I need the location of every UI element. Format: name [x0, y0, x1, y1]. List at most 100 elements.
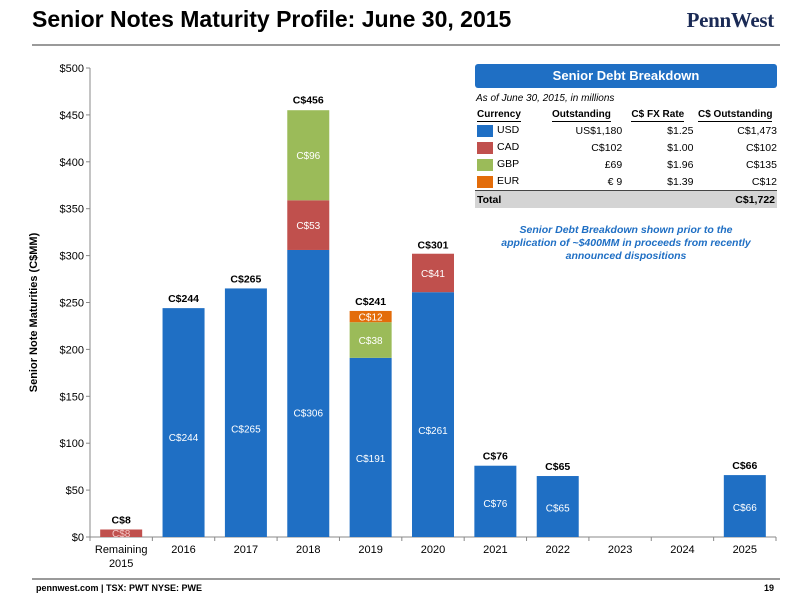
outstanding-cell: C$102 — [591, 141, 623, 154]
bar-total-label: C$66 — [732, 460, 757, 472]
bar-total-label: C$244 — [168, 293, 199, 305]
debt-breakdown-panel: Senior Debt Breakdown As of June 30, 201… — [475, 64, 777, 208]
currency-cell: CAD — [497, 141, 520, 154]
table-row-cad: CAD C$102 $1.00 C$102 — [475, 139, 777, 156]
bar-value-label: C$8 — [112, 529, 131, 540]
column-header-outstanding: Outstanding — [551, 109, 611, 122]
currency-cell: GBP — [497, 158, 520, 171]
footer-rule — [32, 578, 780, 580]
bar-value-label: C$265 — [231, 425, 261, 436]
y-tick-label: $100 — [60, 438, 84, 450]
footer-ticker: pennwest.com | TSX: PWT NYSE: PWE — [36, 583, 203, 593]
x-tick-label: 2022 — [545, 544, 569, 556]
bar-value-label: C$244 — [169, 433, 199, 444]
page-title: Senior Notes Maturity Profile: June 30, … — [32, 6, 512, 32]
x-tick-label: 2025 — [733, 544, 757, 556]
x-tick-label: 2018 — [296, 544, 320, 556]
bar-segment-usd — [287, 249, 330, 538]
y-tick-label: $0 — [72, 532, 84, 544]
cad-outstanding-cell: C$102 — [746, 141, 777, 154]
bar-segment-usd — [162, 308, 205, 537]
bar-total-label: C$76 — [483, 451, 508, 463]
bar-value-label: C$96 — [296, 151, 320, 162]
bar-total-label: C$65 — [545, 461, 570, 473]
currency-cell: EUR — [497, 175, 520, 188]
bar-total-label: C$241 — [355, 296, 386, 308]
x-tick-label: 2020 — [421, 544, 445, 556]
bar-segment-cad — [287, 200, 330, 250]
y-tick-label: $500 — [60, 63, 84, 75]
x-tick-label: 2017 — [234, 544, 258, 556]
y-axis-title: Senior Note Maturities (C$MM) — [28, 232, 40, 392]
fx-rate-cell: $1.00 — [667, 141, 694, 154]
page-number: 19 — [763, 583, 774, 593]
pennwest-logo: PennWest — [686, 8, 775, 32]
y-tick-label: $350 — [60, 204, 84, 216]
bar-segment-cad — [100, 529, 143, 537]
bar-value-label: C$261 — [418, 426, 448, 437]
bar-segment-usd — [349, 357, 392, 537]
x-tick-label: 2019 — [358, 544, 382, 556]
outstanding-cell: US$1,180 — [575, 124, 623, 137]
as-of-label: As of June 30, 2015, in millions — [476, 93, 615, 104]
bar-segment-gbp — [287, 110, 330, 201]
column-header-fx-rate: C$ FX Rate — [631, 109, 685, 122]
y-tick-label: $450 — [60, 110, 84, 122]
outstanding-cell: £69 — [604, 158, 623, 171]
usd-swatch — [477, 124, 493, 137]
bar-value-label: C$65 — [546, 503, 570, 514]
bar-value-label: C$53 — [296, 221, 320, 232]
x-tick-label: Remaining — [95, 544, 148, 556]
table-row-eur: EUR € 9 $1.39 C$12 — [475, 173, 777, 191]
fx-rate-cell: $1.39 — [667, 175, 694, 188]
bar-segment-gbp — [349, 322, 392, 358]
x-tick-label: 2024 — [670, 544, 694, 556]
y-tick-label: $400 — [60, 157, 84, 169]
debt-breakdown-header: Senior Debt Breakdown — [475, 64, 777, 88]
breakdown-note: Senior Debt Breakdown shown prior to the… — [501, 224, 751, 262]
bar-total-label: C$456 — [293, 94, 324, 106]
bar-value-label: C$306 — [294, 408, 324, 419]
bar-total-label: C$8 — [112, 514, 131, 526]
bar-value-label: C$41 — [421, 269, 445, 280]
bar-value-label: C$191 — [356, 454, 386, 465]
table-row-usd: USD US$1,180 $1.25 C$1,473 — [475, 122, 777, 139]
cad-swatch — [477, 141, 493, 154]
fx-rate-cell: $1.96 — [667, 158, 694, 171]
y-tick-label: $150 — [60, 391, 84, 403]
bar-value-label: C$38 — [359, 336, 383, 347]
y-tick-label: $300 — [60, 251, 84, 263]
total-label: Total — [475, 190, 541, 208]
table-row-gbp: GBP £69 $1.96 C$135 — [475, 156, 777, 173]
bar-segment-eur — [349, 310, 392, 323]
currency-cell: USD — [497, 124, 520, 137]
bar-segment-usd — [474, 465, 517, 537]
bar-value-label: C$76 — [483, 499, 507, 510]
eur-swatch — [477, 175, 493, 188]
bar-segment-usd — [723, 475, 766, 537]
bar-segment-usd — [412, 292, 454, 537]
x-tick-label: 2016 — [171, 544, 195, 556]
table-total-row: Total C$1,722 — [475, 190, 777, 208]
bar-segment-cad — [412, 253, 454, 293]
cad-outstanding-cell: C$135 — [746, 158, 777, 171]
gbp-swatch — [477, 158, 493, 171]
header-rule — [32, 44, 780, 46]
column-header-cad-outstanding: C$ Outstanding — [697, 109, 773, 122]
bar-segment-usd — [224, 288, 267, 537]
y-tick-label: $50 — [66, 485, 84, 497]
x-tick-label: 2015 — [109, 558, 133, 570]
bar-total-label: C$301 — [418, 240, 449, 252]
y-tick-label: $200 — [60, 344, 84, 356]
cad-outstanding-cell: C$1,473 — [737, 124, 777, 137]
x-tick-label: 2023 — [608, 544, 632, 556]
x-tick-label: 2021 — [483, 544, 507, 556]
bar-total-label: C$265 — [230, 273, 261, 285]
fx-rate-cell: $1.25 — [667, 124, 694, 137]
outstanding-cell: € 9 — [607, 175, 623, 188]
cad-outstanding-cell: C$12 — [751, 175, 777, 188]
y-tick-label: $250 — [60, 298, 84, 310]
bar-value-label: C$66 — [733, 503, 757, 514]
total-value: C$1,722 — [693, 190, 777, 208]
